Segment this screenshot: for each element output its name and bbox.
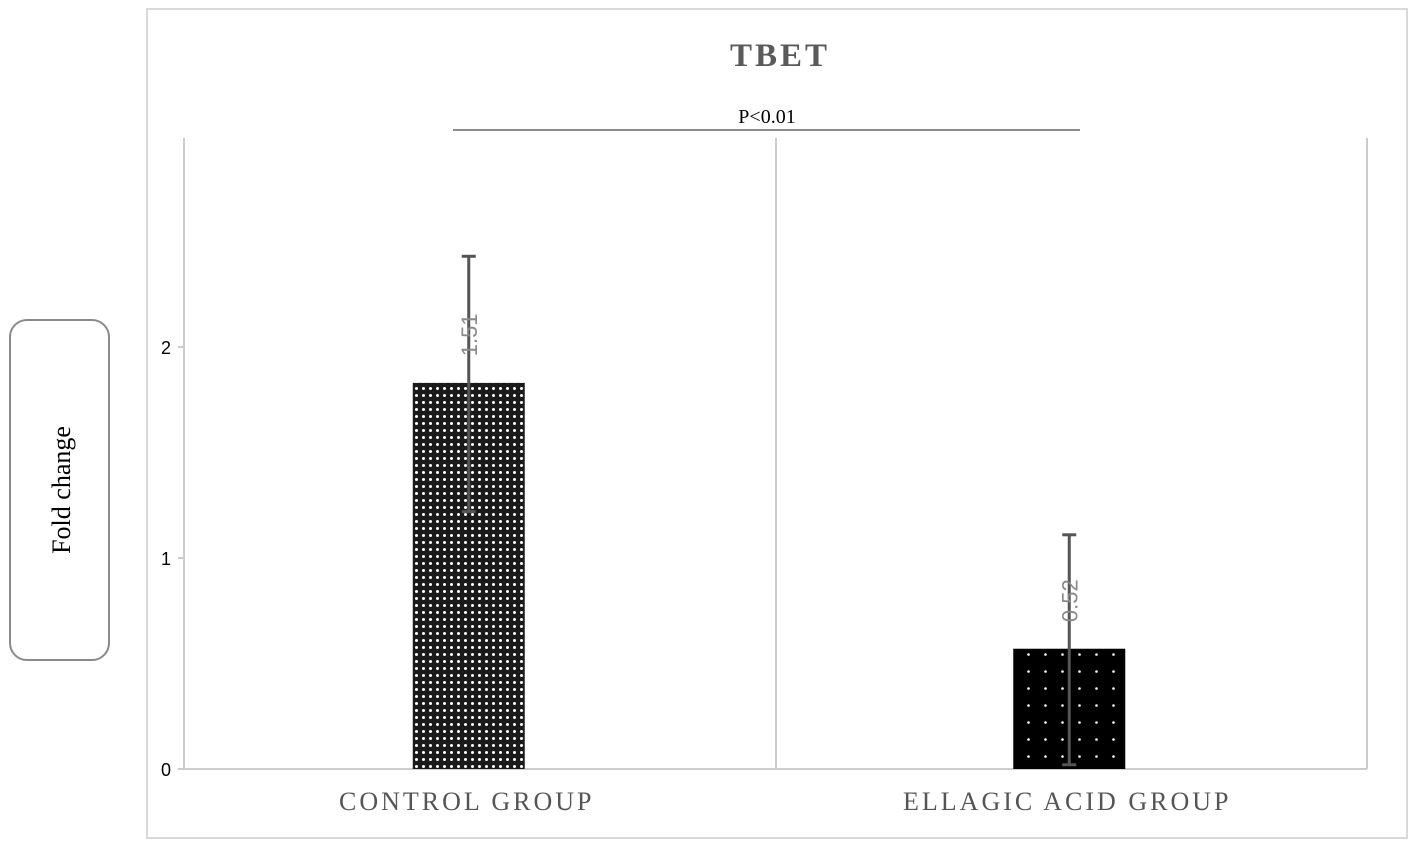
y-tick-label: 2 bbox=[161, 338, 171, 358]
y-tick-label: 1 bbox=[161, 549, 171, 569]
x-tick-label: ELLAGIC ACID GROUP bbox=[903, 787, 1231, 816]
x-tick-labels: CONTROL GROUP ELLAGIC ACID GROUP bbox=[339, 787, 1231, 816]
y-tick-label: 0 bbox=[161, 760, 171, 780]
y-ticks: 0 1 2 bbox=[161, 338, 184, 780]
chart-title: TBET bbox=[730, 38, 830, 74]
significance-label: P<0.01 bbox=[738, 106, 795, 128]
data-label: 1.51 bbox=[457, 313, 482, 356]
x-tick-label: CONTROL GROUP bbox=[339, 787, 594, 816]
bars-group: 1.51 0.52 bbox=[412, 254, 1126, 769]
chart-frame bbox=[146, 8, 1408, 839]
y-axis-label: Fold change bbox=[47, 426, 76, 554]
data-label: 0.52 bbox=[1057, 579, 1082, 622]
y-axis-label-box bbox=[9, 319, 110, 661]
